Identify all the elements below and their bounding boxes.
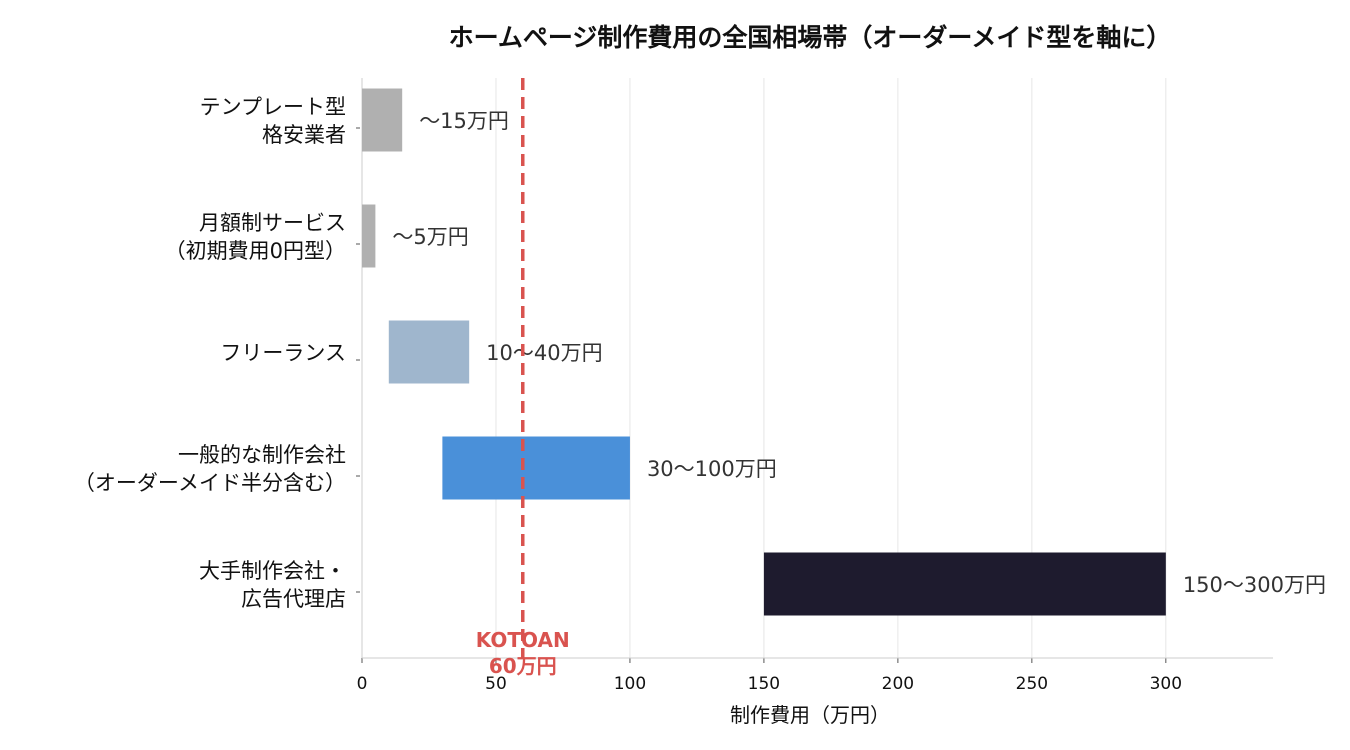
reference-label: 60万円 (489, 654, 557, 678)
x-tick-label: 250 (1016, 674, 1048, 694)
x-axis-title: 制作費用（万円） (730, 703, 890, 727)
category-label: テンプレート型 (200, 95, 346, 119)
x-tick-label: 0 (357, 674, 368, 694)
category-label: （初期費用0円型） (165, 239, 346, 263)
category-label: 格安業者 (262, 123, 346, 147)
category-label: 月額制サービス (199, 211, 346, 235)
category-label: フリーランス (220, 341, 346, 365)
value-label: 30〜100万円 (647, 457, 777, 481)
value-label: 10〜40万円 (486, 341, 602, 365)
range-bar (388, 320, 470, 384)
range-bar (763, 552, 1166, 616)
category-label: 一般的な制作会社 (178, 443, 346, 467)
x-tick-label: 100 (614, 674, 646, 694)
category-label: 広告代理店 (241, 587, 346, 611)
chart-title: ホームページ制作費用の全国相場帯（オーダーメイド型を軸に） (449, 23, 1172, 52)
range-bar (362, 204, 376, 268)
category-label: 大手制作会社・ (199, 559, 346, 583)
x-tick-label: 50 (485, 674, 507, 694)
x-tick-label: 200 (882, 674, 914, 694)
reference-label: KOTOAN (476, 628, 570, 652)
bars: 〜15万円〜5万円 10〜40万円 30〜100万円 150〜300万円 (362, 88, 1326, 616)
value-label: 150〜300万円 (1183, 573, 1326, 597)
value-label: 〜15万円 (419, 109, 509, 133)
x-tick-label: 150 (748, 674, 780, 694)
x-tick-label: 300 (1150, 674, 1182, 694)
range-bar (362, 88, 403, 152)
grid-lines (361, 78, 1167, 658)
range-bar (442, 436, 630, 500)
value-label: 〜5万円 (392, 225, 468, 249)
category-label: （オーダーメイド半分含む） (74, 471, 346, 495)
